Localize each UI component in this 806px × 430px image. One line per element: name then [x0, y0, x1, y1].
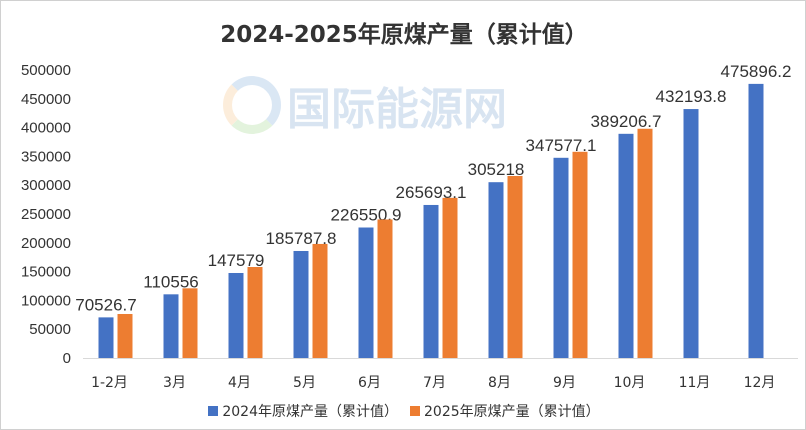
x-tick-label: 7月 — [423, 375, 446, 391]
x-tick-label: 9月 — [553, 375, 576, 391]
bar-2024 — [423, 204, 439, 358]
bar-2024 — [98, 317, 114, 358]
watermark: 国际能源网 — [223, 73, 507, 137]
bar-2025 — [637, 128, 653, 358]
x-tick-label: 6月 — [358, 375, 381, 391]
y-tick-label: 500000 — [21, 62, 71, 79]
legend: 2024年原煤产量（累计值） 2025年原煤产量（累计值） — [1, 401, 805, 421]
legend-swatch-2024 — [208, 406, 219, 416]
bar-2025 — [312, 243, 328, 358]
x-tick-label: 4月 — [228, 375, 251, 391]
bar-2024 — [748, 83, 764, 358]
data-label: 185787.8 — [266, 229, 337, 248]
bar-2024 — [358, 227, 374, 358]
data-label: 70526.7 — [75, 295, 136, 314]
data-label: 265693.1 — [396, 183, 467, 202]
bar-2024 — [488, 182, 504, 358]
x-tick-label: 8月 — [488, 375, 511, 391]
bar-2025 — [117, 313, 133, 358]
legend-swatch-2025 — [410, 406, 420, 416]
legend-item-2025: 2025年原煤产量（累计值） — [410, 401, 600, 421]
legend-label-2024: 2024年原煤产量（累计值） — [222, 404, 398, 420]
bar-2025 — [182, 288, 198, 358]
bar-2024 — [163, 294, 179, 358]
y-tick-label: 400000 — [21, 120, 71, 137]
y-tick-label: 200000 — [21, 235, 71, 252]
y-tick-label: 350000 — [21, 148, 71, 165]
bar-2025 — [507, 175, 523, 358]
data-label: 347577.1 — [526, 136, 597, 155]
bar-2024 — [293, 250, 309, 358]
bar-2025 — [247, 266, 263, 358]
bar-2024 — [553, 157, 569, 358]
data-label: 147579 — [208, 251, 265, 270]
watermark-logo-icon — [223, 76, 281, 134]
bar-2025 — [572, 151, 588, 358]
x-tick-label: 12月 — [744, 375, 776, 391]
legend-item-2024: 2024年原煤产量（累计值） — [208, 401, 398, 421]
data-label: 389206.7 — [591, 112, 662, 131]
chart-title: 2024-2025年原煤产量（累计值） — [220, 22, 588, 48]
y-tick-label: 250000 — [21, 206, 71, 223]
data-label: 110556 — [143, 272, 198, 291]
x-tick-label: 1-2月 — [91, 375, 128, 391]
y-tick-label: 300000 — [21, 177, 71, 194]
legend-label-2025: 2025年原煤产量（累计值） — [424, 404, 600, 420]
x-tick-label: 11月 — [679, 375, 711, 391]
bar-2025 — [442, 197, 458, 358]
y-tick-label: 0 — [63, 350, 71, 367]
y-tick-label: 100000 — [21, 292, 71, 309]
data-label: 475896.2 — [721, 62, 792, 81]
bar-2025 — [377, 219, 393, 358]
data-label: 305218 — [468, 160, 525, 179]
data-label: 432193.8 — [656, 87, 727, 106]
watermark-text: 国际能源网 — [287, 84, 507, 135]
x-tick-label: 3月 — [163, 375, 186, 391]
x-tick-label: 5月 — [293, 375, 316, 391]
bar-2024 — [618, 133, 634, 358]
y-tick-label: 150000 — [21, 264, 71, 281]
x-tick-label: 10月 — [614, 375, 646, 391]
y-tick-label: 450000 — [21, 91, 71, 108]
bar-2024 — [683, 109, 699, 359]
y-tick-label: 50000 — [29, 321, 71, 338]
bar-2024 — [228, 272, 244, 358]
